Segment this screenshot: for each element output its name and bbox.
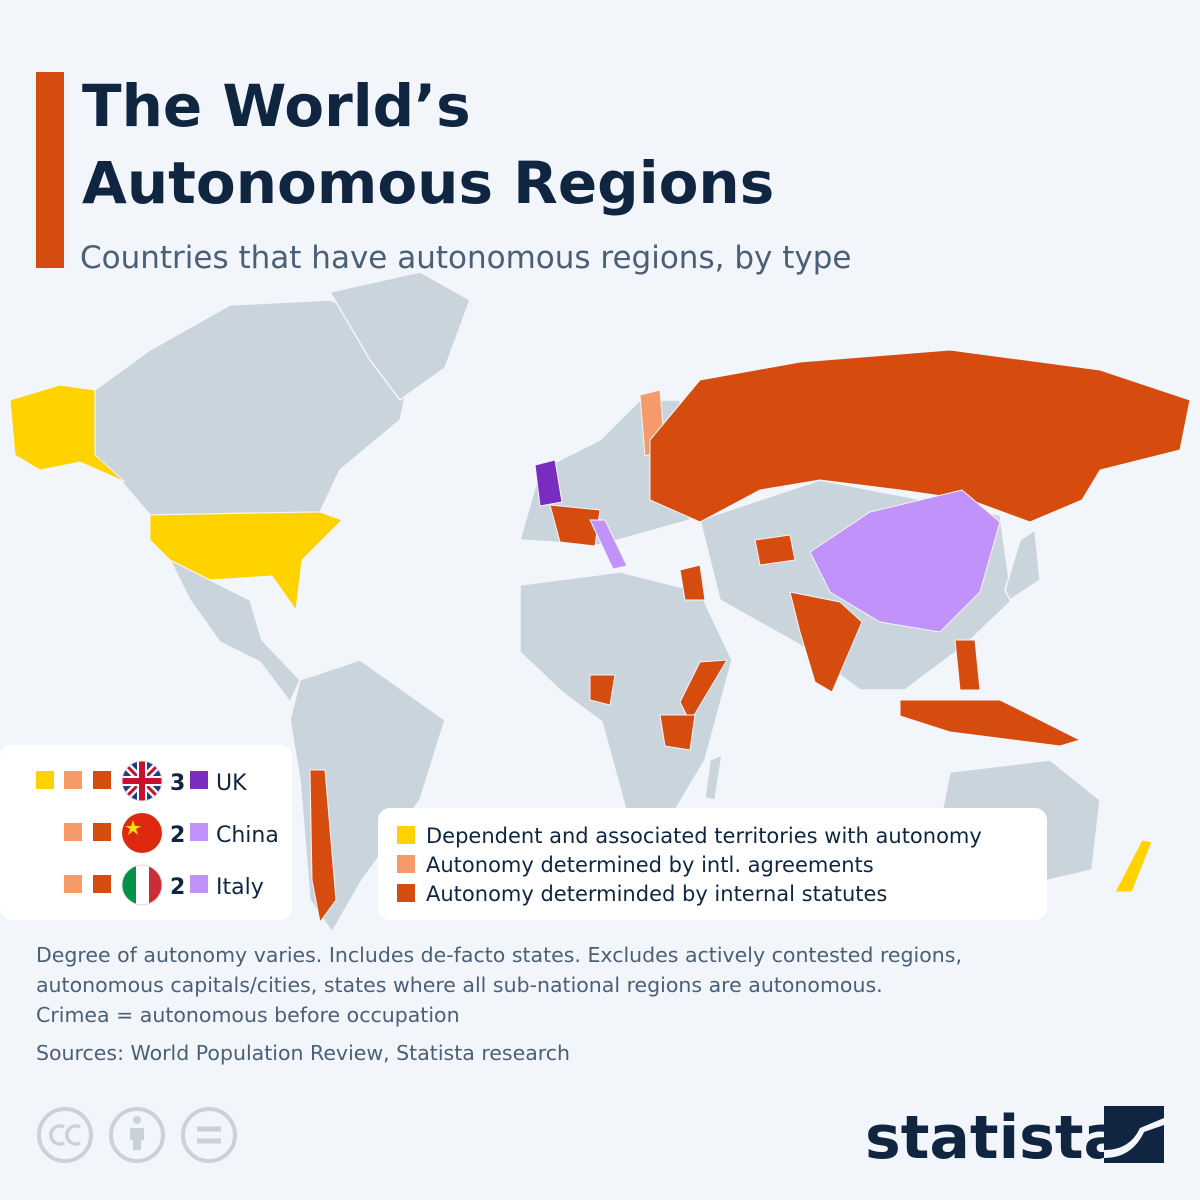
brand-logo: statista <box>865 1103 1124 1173</box>
region <box>954 639 981 691</box>
country-row: 3 UK <box>36 760 247 802</box>
count: 2 <box>170 823 185 848</box>
source: Sources: World Population Review, Statis… <box>36 1041 570 1065</box>
region <box>589 674 616 706</box>
region <box>789 591 863 693</box>
swatch <box>64 875 82 893</box>
swatch <box>64 771 82 789</box>
swatch <box>64 823 82 841</box>
region <box>809 489 1001 633</box>
flag-china <box>122 813 162 853</box>
swatch <box>36 771 54 789</box>
region <box>309 769 337 924</box>
region <box>659 714 696 751</box>
title-line: The World’s <box>82 72 471 140</box>
title-line: Autonomous Regions <box>82 149 774 217</box>
title-accent-bar <box>36 72 64 268</box>
region <box>649 349 1191 523</box>
region <box>899 699 1082 747</box>
count: 3 <box>170 771 185 796</box>
country-label: UK <box>216 771 247 796</box>
land <box>704 753 723 801</box>
country-row: 2 China <box>64 813 279 853</box>
swatch <box>190 771 208 789</box>
country-row: 2 Italy <box>64 864 264 906</box>
region <box>1114 839 1153 893</box>
swatch <box>190 875 208 893</box>
region <box>9 384 126 483</box>
subtitle: Countries that have autonomous regions, … <box>80 240 851 276</box>
region <box>149 511 343 612</box>
note: Degree of autonomy varies. Includes de-f… <box>36 943 962 967</box>
swatch <box>190 823 208 841</box>
swatch <box>93 823 111 841</box>
country-label: China <box>216 823 279 848</box>
note: Crimea = autonomous before occupation <box>36 1003 460 1027</box>
legend-label: Dependent and associated territories wit… <box>426 824 982 848</box>
legend-swatch <box>397 855 415 873</box>
land <box>168 558 301 704</box>
legend-swatch <box>397 826 415 844</box>
legend-swatch <box>397 884 415 902</box>
legend-label: Autonomy determinded by internal statute… <box>426 882 887 906</box>
flag-star <box>125 820 141 835</box>
brand-mark <box>1104 1106 1164 1163</box>
land <box>1004 528 1041 602</box>
region <box>679 564 706 601</box>
world-map <box>9 271 1191 934</box>
region <box>534 459 563 507</box>
license-icons <box>37 1107 237 1163</box>
legend-label: Autonomy determined by intl. agreements <box>426 853 874 877</box>
land <box>328 271 471 402</box>
region <box>549 504 601 547</box>
flag-italy <box>122 865 162 905</box>
country-label: Italy <box>216 875 264 900</box>
region <box>754 534 796 566</box>
region <box>589 519 628 570</box>
swatch <box>93 771 111 789</box>
legend-box <box>378 808 1047 920</box>
swatch <box>93 875 111 893</box>
note: autonomous capitals/cities, states where… <box>36 973 883 997</box>
count: 2 <box>170 875 185 900</box>
